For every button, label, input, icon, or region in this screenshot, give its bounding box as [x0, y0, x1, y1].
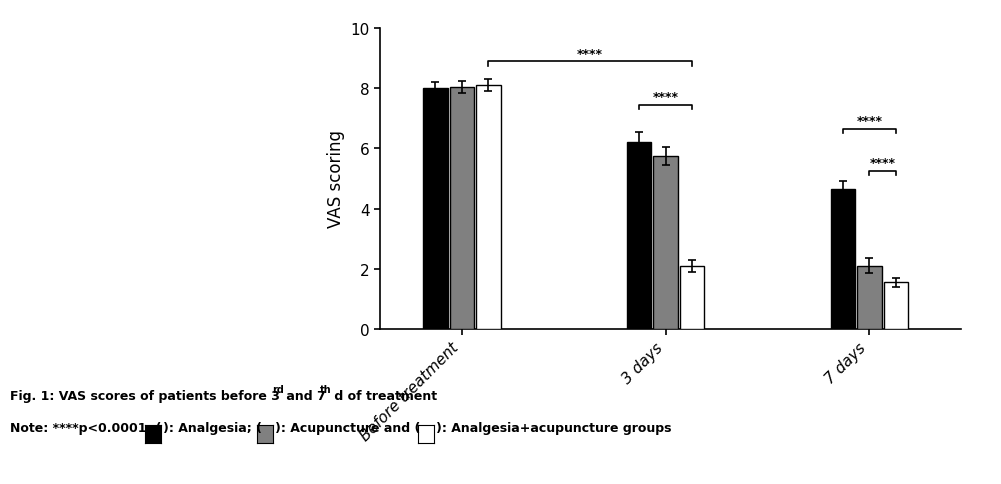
Text: Fig. 1: VAS scores of patients before 3: Fig. 1: VAS scores of patients before 3: [10, 390, 280, 403]
Bar: [857, 266, 882, 329]
Text: ****: ****: [578, 47, 604, 60]
Bar: [831, 190, 855, 329]
Bar: [449, 88, 474, 329]
Bar: [627, 143, 652, 329]
Text: ): Acupuncture and (: ): Acupuncture and (: [275, 421, 420, 434]
Y-axis label: VAS scoring: VAS scoring: [327, 130, 345, 228]
Bar: [654, 157, 678, 329]
Bar: [476, 86, 500, 329]
Bar: [423, 89, 447, 329]
Text: Note: ****p<0.0001, (: Note: ****p<0.0001, (: [10, 421, 161, 434]
Text: ****: ****: [856, 115, 882, 128]
Text: d of treatment: d of treatment: [330, 390, 437, 403]
Text: ): Analgesia; (: ): Analgesia; (: [163, 421, 262, 434]
Text: rd: rd: [272, 384, 284, 394]
Text: ****: ****: [653, 91, 679, 104]
Bar: [680, 266, 705, 329]
Text: ): Analgesia+acupuncture groups: ): Analgesia+acupuncture groups: [436, 421, 672, 434]
Text: th: th: [320, 384, 332, 394]
Text: ****: ****: [870, 157, 896, 170]
Bar: [884, 283, 908, 329]
Text: and 7: and 7: [282, 390, 326, 403]
